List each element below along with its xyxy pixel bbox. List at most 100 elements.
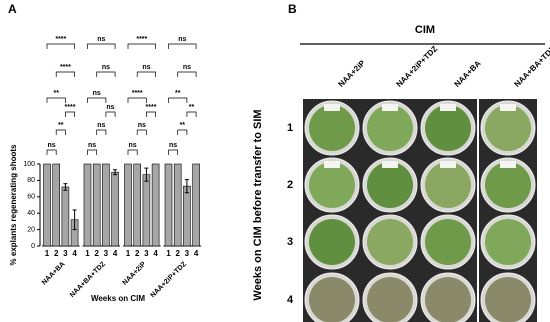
significance-label: ns bbox=[129, 142, 137, 149]
significance-bracket bbox=[55, 71, 75, 77]
x-tick-label: 3 bbox=[185, 249, 190, 258]
significance-bracket bbox=[177, 129, 188, 135]
significance-label: ns bbox=[93, 90, 101, 97]
explants bbox=[309, 277, 355, 322]
significance-bracket bbox=[127, 97, 147, 103]
bar bbox=[164, 163, 173, 247]
row-title: Weeks on CIM before transfer to SIM bbox=[252, 109, 264, 300]
significance-label: **** bbox=[55, 36, 66, 43]
explants bbox=[425, 219, 471, 265]
significance-label: ** bbox=[58, 122, 64, 129]
significance-bracket bbox=[168, 43, 197, 49]
significance-bracket bbox=[146, 111, 156, 117]
bar bbox=[92, 163, 101, 247]
y-tick-label: 100 bbox=[23, 161, 35, 168]
header: CIM bbox=[415, 24, 435, 36]
dish-label bbox=[382, 161, 398, 168]
significance-bracket bbox=[96, 129, 107, 135]
bar bbox=[52, 163, 61, 247]
significance-label: ns bbox=[138, 122, 146, 129]
explants bbox=[367, 162, 413, 208]
explants bbox=[309, 219, 355, 265]
dish-label bbox=[440, 104, 456, 111]
explants bbox=[367, 219, 413, 265]
significance-bracket bbox=[55, 129, 66, 135]
significance-label: ** bbox=[53, 90, 59, 97]
x-tick-label: 2 bbox=[94, 249, 99, 258]
bar bbox=[183, 185, 191, 247]
bar bbox=[102, 163, 110, 247]
y-tick-label: 40 bbox=[27, 210, 35, 217]
dish-label bbox=[500, 161, 516, 168]
explants bbox=[309, 162, 355, 208]
significance-label: ** bbox=[189, 104, 195, 111]
explants bbox=[367, 105, 413, 151]
x-tick-label: 2 bbox=[175, 249, 180, 258]
significance-bracket bbox=[96, 71, 116, 77]
y-tick-label: 20 bbox=[27, 226, 35, 233]
explants bbox=[425, 277, 471, 322]
significance-bracket bbox=[87, 97, 107, 103]
x-tick-label: 4 bbox=[153, 249, 158, 258]
bar bbox=[43, 163, 51, 247]
x-axis-title: Weeks on CIM bbox=[91, 294, 145, 303]
bar bbox=[124, 163, 132, 247]
bar bbox=[61, 186, 70, 247]
significance-bracket bbox=[168, 97, 188, 103]
explants bbox=[425, 162, 471, 208]
significance-label: **** bbox=[132, 90, 143, 97]
row-label: 2 bbox=[287, 179, 293, 191]
significance-bracket bbox=[127, 149, 138, 155]
dish-label bbox=[324, 161, 340, 168]
significance-label: **** bbox=[136, 36, 147, 43]
significance-bracket bbox=[127, 43, 156, 49]
x-tick-label: 4 bbox=[72, 249, 77, 258]
x-tick-label: 2 bbox=[54, 249, 59, 258]
x-tick-label: 3 bbox=[104, 249, 109, 258]
significance-bracket bbox=[105, 111, 116, 117]
bar bbox=[173, 163, 182, 247]
significance-bracket bbox=[46, 97, 66, 103]
dish-label bbox=[440, 161, 456, 168]
explants bbox=[485, 277, 531, 322]
x-tick-label: 4 bbox=[113, 249, 118, 258]
significance-bracket bbox=[136, 129, 147, 135]
significance-label: ns bbox=[102, 64, 110, 71]
y-tick-label: 0 bbox=[31, 243, 35, 250]
explants bbox=[485, 219, 531, 265]
significance-bracket bbox=[136, 71, 156, 77]
x-tick-label: 2 bbox=[135, 249, 140, 258]
panel-label: B bbox=[288, 2, 297, 16]
significance-label: ns bbox=[142, 64, 150, 71]
significance-label: ns bbox=[106, 104, 114, 111]
x-tick-label: 1 bbox=[126, 249, 131, 258]
significance-label: ns bbox=[183, 64, 191, 71]
bar bbox=[83, 163, 92, 247]
y-axis-title: % explants regenerating shoots bbox=[9, 144, 18, 265]
significance-label: ** bbox=[175, 90, 181, 97]
bar bbox=[111, 171, 119, 247]
x-tick-label: 4 bbox=[194, 249, 199, 258]
explants bbox=[425, 105, 471, 151]
significance-label: ** bbox=[180, 122, 186, 129]
significance-label: ns bbox=[178, 36, 186, 43]
row-label: 4 bbox=[287, 294, 294, 306]
significance-bracket bbox=[177, 71, 197, 77]
y-tick-label: 80 bbox=[27, 177, 35, 184]
group-label: NAA+BA bbox=[41, 261, 67, 287]
panel-label: A bbox=[8, 2, 17, 16]
bar bbox=[151, 163, 160, 247]
explants bbox=[309, 105, 355, 151]
row-label: 1 bbox=[287, 122, 293, 134]
bar bbox=[192, 163, 200, 247]
column-label: NAA+BA+TDZ bbox=[513, 44, 550, 88]
x-tick-label: 1 bbox=[45, 249, 50, 258]
bar bbox=[133, 163, 141, 247]
x-tick-label: 3 bbox=[144, 249, 149, 258]
explants bbox=[485, 105, 531, 151]
column-label: NAA+2iP bbox=[337, 58, 368, 89]
x-tick-label: 1 bbox=[85, 249, 90, 258]
dish-label bbox=[324, 104, 340, 111]
significance-bracket bbox=[168, 149, 179, 155]
